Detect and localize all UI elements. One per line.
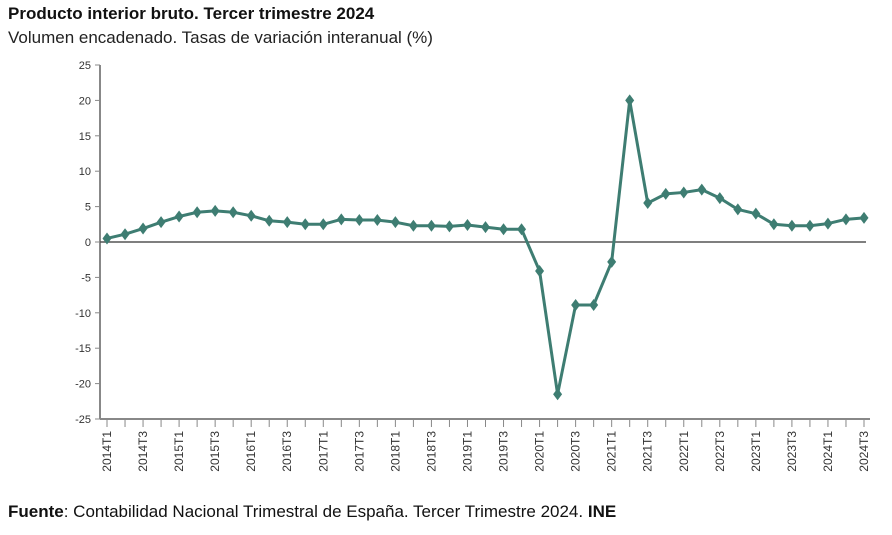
y-tick-label: 15: [79, 131, 91, 143]
data-point: [643, 197, 653, 210]
data-point: [354, 214, 364, 227]
data-point: [697, 183, 707, 196]
data-point: [210, 204, 220, 217]
x-tick-label: 2017T1: [316, 431, 330, 472]
data-point: [841, 213, 851, 226]
x-tick-label: 2020T1: [533, 431, 547, 472]
data-point: [120, 228, 130, 241]
data-point: [264, 214, 274, 227]
source-label: Fuente: [8, 502, 64, 521]
x-tick-label: 2021T1: [605, 431, 619, 472]
x-tick-label: 2019T1: [460, 431, 474, 472]
x-tick-label: 2023T1: [749, 431, 763, 472]
y-tick-label: 25: [79, 60, 91, 72]
y-tick-label: -15: [75, 343, 91, 355]
x-tick-label: 2022T1: [677, 431, 691, 472]
y-tick-label: 0: [85, 237, 91, 249]
y-tick-label: -25: [75, 414, 91, 426]
data-point: [769, 218, 779, 231]
chart-title: Producto interior bruto. Tercer trimestr…: [8, 4, 375, 23]
data-point: [589, 299, 599, 312]
data-point: [282, 216, 292, 229]
x-tick-label: 2024T3: [857, 431, 871, 472]
x-tick-label: 2019T3: [497, 431, 511, 472]
data-point: [300, 218, 310, 231]
data-point: [607, 255, 617, 268]
data-point: [246, 209, 256, 222]
line-chart: 25 20 15 10 5 0 -5 -10 -15 -20 -25 2014T1 2014T3 2015…: [75, 60, 871, 472]
data-point: [715, 192, 725, 205]
data-point: [156, 216, 166, 229]
data-point: [174, 210, 184, 223]
data-point: [751, 207, 761, 220]
data-point: [336, 213, 346, 226]
x-tick-label: 2020T3: [569, 431, 583, 472]
data-point: [228, 206, 238, 219]
data-point: [733, 203, 743, 216]
data-point: [823, 217, 833, 230]
x-tick-label: 2015T3: [208, 431, 222, 472]
source-org: INE: [587, 502, 617, 521]
data-point: [625, 94, 635, 107]
x-tick-label: 2024T1: [821, 431, 835, 472]
data-point: [408, 219, 418, 232]
data-point: [318, 218, 328, 231]
x-tick-label: 2018T1: [388, 431, 402, 472]
x-tick-label: 2022T3: [713, 431, 727, 472]
y-tick-label: 5: [85, 202, 91, 214]
x-tick-label: 2016T1: [244, 431, 258, 472]
x-tick-label: 2017T3: [352, 431, 366, 472]
x-tick-label: 2014T1: [100, 431, 114, 472]
data-point: [805, 219, 815, 232]
y-tick-label: -20: [75, 379, 91, 391]
data-point: [138, 222, 148, 235]
data-point: [679, 186, 689, 199]
y-tick-label: -5: [81, 272, 91, 284]
source-note: Fuente: Contabilidad Nacional Trimestral…: [8, 502, 616, 522]
data-point: [462, 219, 472, 232]
data-point: [787, 219, 797, 232]
data-point: [859, 211, 869, 224]
x-tick-label: 2018T3: [424, 431, 438, 472]
x-tick-label: 2016T3: [280, 431, 294, 472]
x-tick-label: 2014T3: [136, 431, 150, 472]
y-tick-label: 10: [79, 166, 91, 178]
x-tick-label: 2021T3: [641, 431, 655, 472]
data-point: [661, 187, 671, 200]
data-point: [517, 223, 527, 236]
data-point: [553, 388, 563, 401]
data-point: [372, 214, 382, 227]
data-point: [535, 265, 545, 278]
chart-subtitle: Volumen encadenado. Tasas de variación i…: [8, 28, 433, 47]
data-point: [102, 232, 112, 245]
x-tick-label: 2015T1: [172, 431, 186, 472]
data-point: [499, 223, 509, 236]
y-tick-label: -10: [75, 308, 91, 320]
data-point: [481, 221, 490, 234]
data-point: [192, 206, 202, 219]
data-point: [444, 220, 454, 233]
data-point: [390, 216, 400, 229]
source-text: : Contabilidad Nacional Trimestral de Es…: [63, 502, 588, 521]
data-point: [426, 219, 436, 232]
data-point: [571, 299, 581, 312]
series-line: [106, 98, 865, 396]
y-tick-label: 20: [79, 95, 91, 107]
x-tick-label: 2023T3: [785, 431, 799, 472]
